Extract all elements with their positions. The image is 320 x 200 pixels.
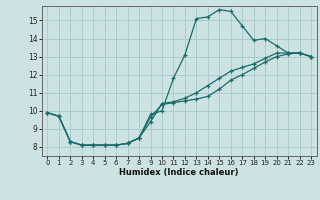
X-axis label: Humidex (Indice chaleur): Humidex (Indice chaleur): [119, 168, 239, 177]
